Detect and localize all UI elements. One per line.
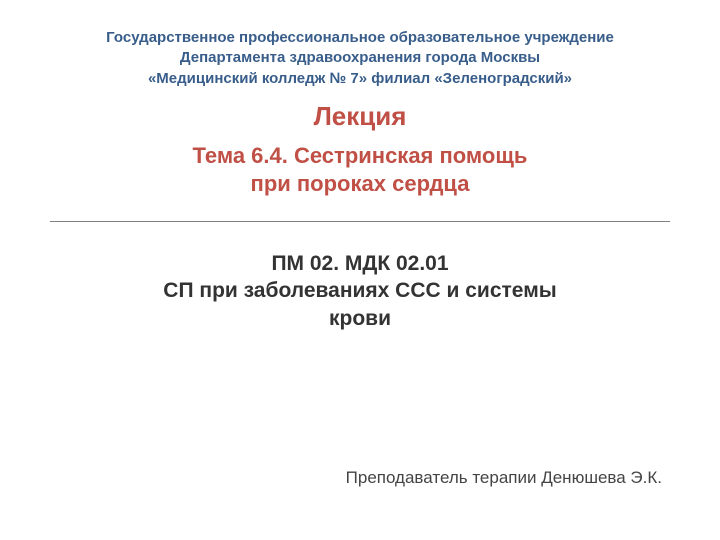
institution-line-2: Департамента здравоохранения города Моск… [50, 48, 670, 68]
lecture-label: Лекция [50, 101, 670, 132]
module-line-1: ПМ 02. МДК 02.01 [90, 250, 630, 277]
topic-line-2: при пороках сердца [50, 170, 670, 199]
author-credit: Преподаватель терапии Денюшева Э.К. [346, 468, 662, 488]
module-block: ПМ 02. МДК 02.01 СП при заболеваниях ССС… [50, 250, 670, 332]
divider-line [50, 221, 670, 222]
slide: Государственное профессиональное образов… [0, 0, 720, 540]
topic-title: Тема 6.4. Сестринская помощь при пороках… [50, 142, 670, 199]
institution-line-1: Государственное профессиональное образов… [50, 28, 670, 48]
topic-line-1: Тема 6.4. Сестринская помощь [50, 142, 670, 171]
module-line-2: СП при заболеваниях ССС и системы [90, 277, 630, 304]
institution-line-3: «Медицинский колледж № 7» филиал «Зелено… [50, 69, 670, 89]
module-line-3: крови [90, 305, 630, 332]
institution-block: Государственное профессиональное образов… [50, 28, 670, 89]
